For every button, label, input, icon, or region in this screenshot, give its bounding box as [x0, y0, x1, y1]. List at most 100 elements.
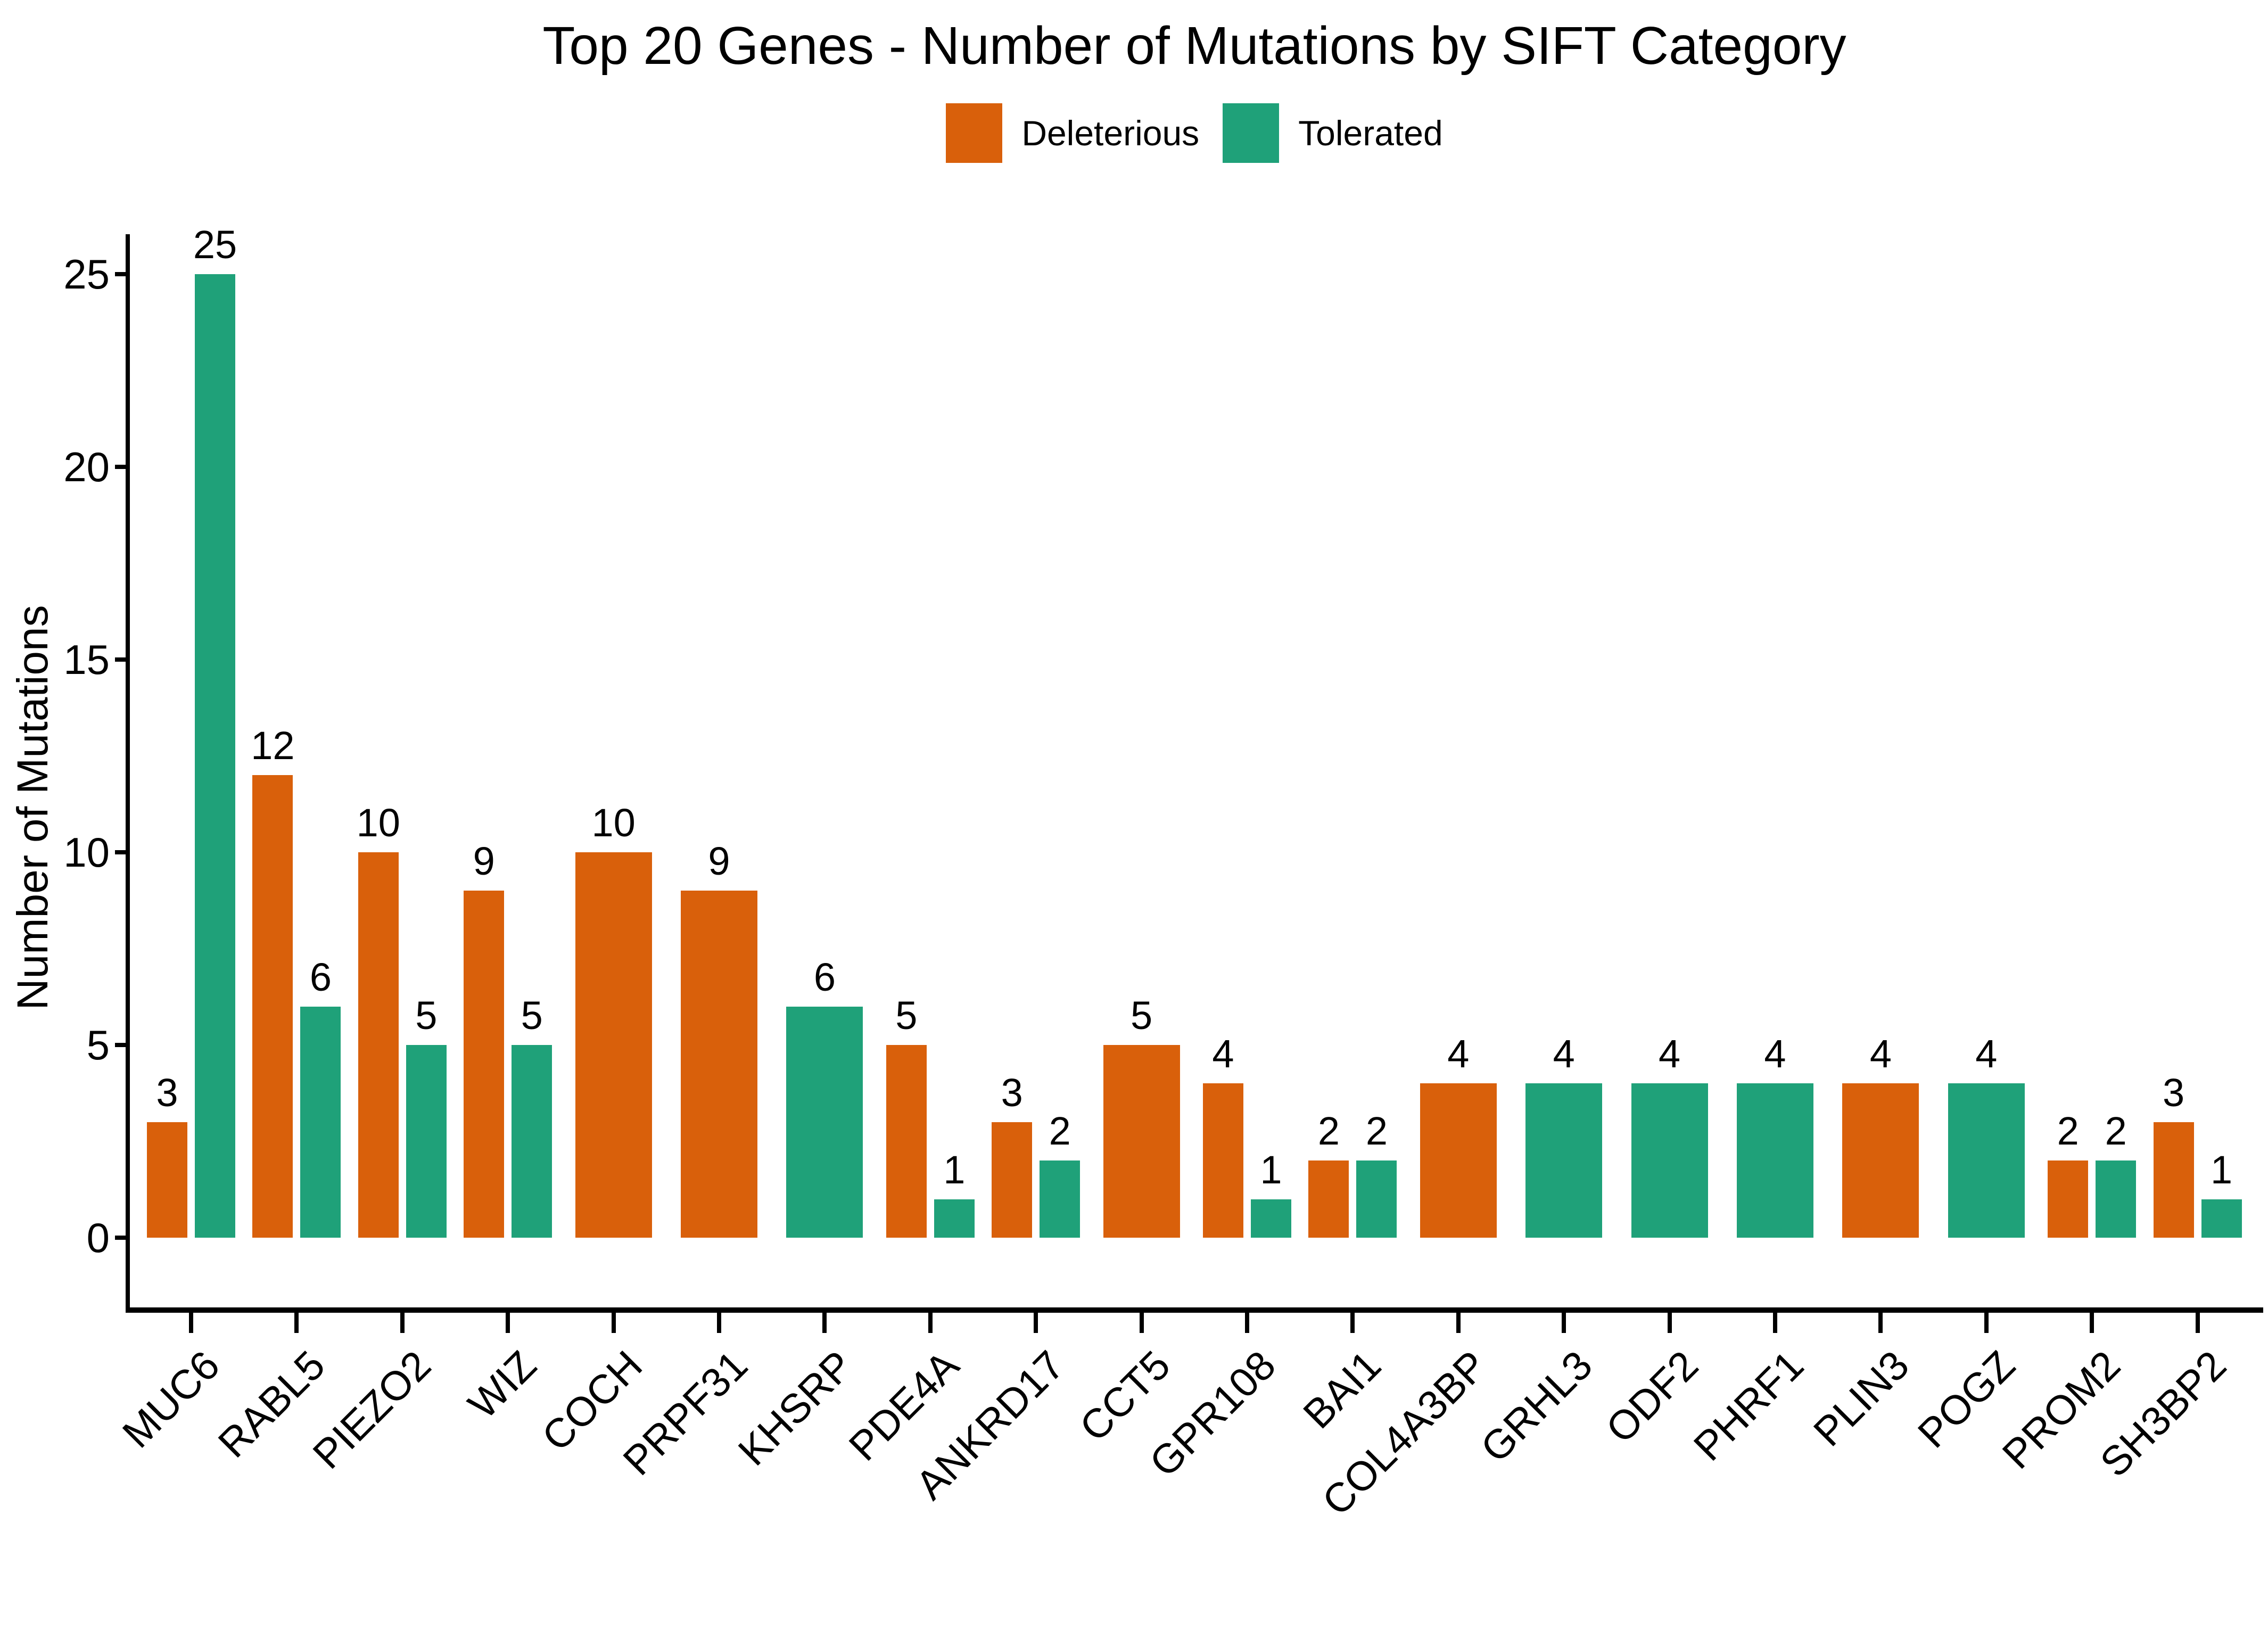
bar-muc6-tolerated	[195, 274, 235, 1238]
y-tick-mark	[115, 1236, 126, 1240]
bar-value-label: 4	[1212, 1032, 1234, 1076]
y-tick-mark	[115, 657, 126, 662]
bar-value-label: 2	[1049, 1109, 1071, 1153]
bar-value-label: 4	[1975, 1032, 1998, 1076]
y-tick-label: 15	[63, 636, 110, 683]
bar-value-label: 5	[521, 993, 543, 1038]
bar-value-label: 4	[1659, 1032, 1681, 1076]
y-axis-line	[126, 234, 130, 1313]
x-tick-mark	[1139, 1313, 1144, 1333]
bar-prom2-deleterious	[2048, 1160, 2089, 1238]
bar-value-label: 1	[1260, 1148, 1282, 1192]
x-tick-mark	[1562, 1313, 1566, 1333]
bar-bai1-deleterious	[1308, 1160, 1349, 1238]
x-tick-mark	[189, 1313, 193, 1333]
y-tick-mark	[115, 850, 126, 854]
bar-rabl5-deleterious	[252, 775, 293, 1238]
bar-value-label: 3	[2163, 1071, 2185, 1115]
bar-value-label: 4	[1764, 1032, 1786, 1076]
bar-value-label: 12	[251, 723, 295, 768]
bar-gpr108-tolerated	[1251, 1199, 1291, 1238]
y-tick-mark	[115, 272, 126, 276]
bar-value-label: 25	[193, 223, 237, 267]
bar-value-label: 9	[708, 839, 730, 883]
legend: Deleterious Tolerated	[128, 101, 2261, 165]
bar-rabl5-tolerated	[300, 1007, 341, 1238]
bar-value-label: 2	[1317, 1109, 1340, 1153]
plot-area: 0 5 10 15 20 25 MUC6 3 25 RABL5 12 6 PIEZO2 10 5 WIZ 9 5 C…	[63, 223, 2263, 1525]
y-tick-label: 10	[63, 829, 110, 876]
bar-pde4a-deleterious	[886, 1045, 927, 1238]
bar-value-label: 3	[1001, 1071, 1023, 1115]
bar-value-label: 10	[591, 801, 636, 845]
y-tick-label: 20	[63, 443, 110, 490]
bar-value-label: 5	[415, 993, 438, 1038]
x-tick-mark	[294, 1313, 299, 1333]
bar-value-label: 2	[1365, 1109, 1388, 1153]
bar-ankrd17-deleterious	[992, 1122, 1033, 1238]
bar-pogz-tolerated	[1948, 1083, 2025, 1238]
bar-ankrd17-tolerated	[1040, 1160, 1081, 1238]
bar-muc6-deleterious	[147, 1122, 187, 1238]
bar-wiz-tolerated	[512, 1045, 552, 1238]
legend-label-deleterious: Deleterious	[1021, 113, 1200, 153]
x-tick-mark	[1773, 1313, 1777, 1333]
bar-khsrp-tolerated	[786, 1007, 863, 1238]
x-tick-mark	[506, 1313, 510, 1333]
x-tick-mark	[1878, 1313, 1883, 1333]
chart-title: Top 20 Genes - Number of Mutations by SI…	[542, 16, 1846, 76]
bar-value-label: 4	[1447, 1032, 1470, 1076]
x-tick-mark	[400, 1313, 405, 1333]
bar-plin3-deleterious	[1842, 1083, 1919, 1238]
x-tick-mark	[1456, 1313, 1461, 1333]
x-tick-mark	[928, 1313, 933, 1333]
x-tick-mark	[1984, 1313, 1989, 1333]
bar-value-label: 4	[1869, 1032, 1892, 1076]
bar-grhl3-tolerated	[1525, 1083, 1603, 1238]
bar-value-label: 6	[309, 955, 332, 999]
bar-sh3bp2-tolerated	[2201, 1199, 2242, 1238]
bar-value-label: 5	[895, 993, 918, 1038]
bar-cct5-deleterious	[1103, 1045, 1180, 1238]
y-tick-label: 25	[63, 251, 110, 298]
bar-bai1-tolerated	[1356, 1160, 1397, 1238]
bar-phrf1-tolerated	[1737, 1083, 1813, 1238]
bar-piezo2-deleterious	[358, 852, 399, 1238]
bar-value-label: 10	[356, 801, 400, 845]
bar-wiz-deleterious	[464, 891, 505, 1238]
bar-value-label: 1	[943, 1148, 966, 1192]
bar-pde4a-tolerated	[934, 1199, 975, 1238]
x-tick-mark	[2195, 1313, 2200, 1333]
bar-prom2-tolerated	[2096, 1160, 2137, 1238]
bar-value-label: 3	[156, 1071, 178, 1115]
x-tick-mark	[822, 1313, 827, 1333]
bar-value-label: 4	[1553, 1032, 1575, 1076]
bar-value-label: 6	[813, 955, 836, 999]
deleterious-swatch-icon	[946, 103, 1003, 163]
bar-col4a3bp-deleterious	[1420, 1083, 1497, 1238]
x-tick-mark	[1350, 1313, 1355, 1333]
legend-entry-deleterious: Deleterious	[946, 103, 1199, 163]
legend-label-tolerated: Tolerated	[1298, 113, 1443, 153]
y-tick-label: 0	[86, 1214, 110, 1261]
tolerated-swatch-icon	[1223, 103, 1280, 163]
legend-entry-tolerated: Tolerated	[1223, 103, 1443, 163]
bar-prpf31-deleterious	[681, 891, 757, 1238]
bar-sh3bp2-deleterious	[2153, 1122, 2194, 1238]
y-tick-mark	[115, 1043, 126, 1047]
bar-coch-deleterious	[575, 852, 652, 1238]
bar-value-label: 1	[2211, 1148, 2233, 1192]
bar-value-label: 2	[2057, 1109, 2079, 1153]
bar-value-label: 9	[473, 839, 495, 883]
y-tick-label: 5	[86, 1022, 110, 1068]
x-axis-line	[126, 1307, 2263, 1313]
y-tick-mark	[115, 465, 126, 469]
x-tick-mark	[1667, 1313, 1672, 1333]
bar-value-label: 2	[2105, 1109, 2127, 1153]
bar-piezo2-tolerated	[406, 1045, 447, 1238]
x-tick-mark	[2090, 1313, 2094, 1333]
x-tick-mark	[611, 1313, 616, 1333]
bar-value-label: 5	[1131, 993, 1153, 1038]
bar-gpr108-deleterious	[1203, 1083, 1243, 1238]
x-tick-mark	[717, 1313, 721, 1333]
